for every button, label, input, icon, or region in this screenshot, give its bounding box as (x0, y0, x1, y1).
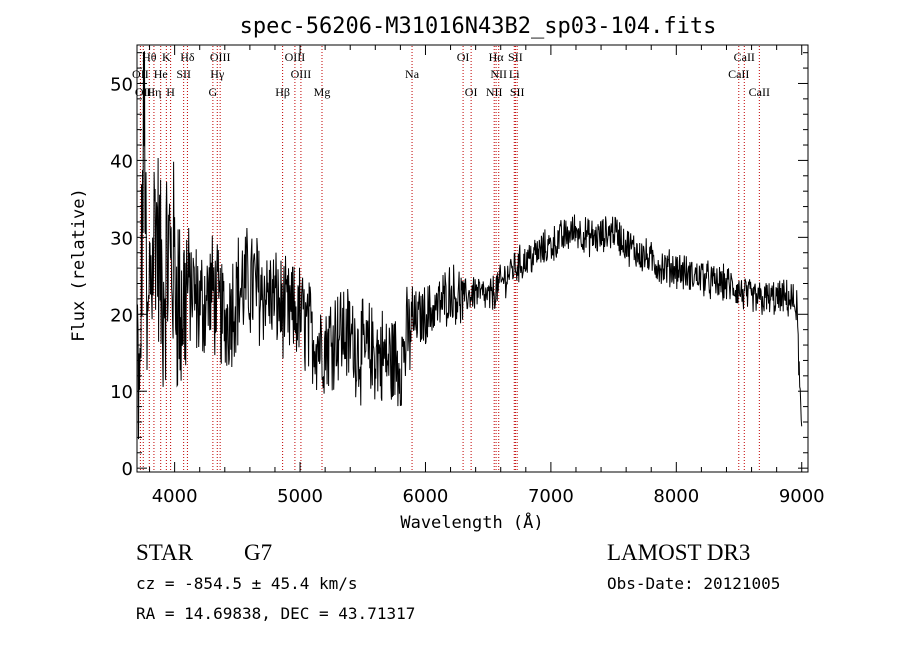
y-tick-label: 0 (122, 459, 133, 480)
y-axis-ticks: 0 10 20 30 40 50 (110, 52, 808, 480)
spectral-line-label: NII (486, 85, 503, 99)
spectral-line-label: Hα (489, 50, 505, 64)
spectral-line-label: Hθ (142, 50, 157, 64)
spectral-line-label: Li (509, 67, 520, 81)
y-tick-label: 20 (110, 305, 133, 326)
survey-name: LAMOST DR3 (607, 540, 751, 565)
spectral-line-label: CaII (734, 50, 755, 64)
spectral-line-label: Hδ (180, 50, 195, 64)
x-tick-label: 8000 (653, 486, 699, 507)
spectrum-line (136, 51, 803, 440)
coordinates: RA = 14.69838, DEC = 43.71317 (136, 604, 416, 623)
x-axis-ticks: 4000 5000 6000 7000 8000 9000 (149, 45, 825, 507)
spectral-line-label: OIII (291, 67, 312, 81)
spectral-line-label: OI (457, 50, 470, 64)
y-tick-label: 40 (110, 151, 133, 172)
spectral-line-label: OI (465, 85, 478, 99)
spectral-line-label: He (154, 67, 168, 81)
x-tick-label: 7000 (528, 486, 574, 507)
spectral-line-label: Hη (146, 85, 161, 99)
redshift-velocity: cz = -854.5 ± 45.4 km/s (136, 574, 358, 593)
spectral-line-label: SII (508, 50, 523, 64)
spectral-line-label: K (162, 50, 171, 64)
spectral-line-label: CaII (749, 85, 770, 99)
x-tick-label: 4000 (152, 486, 198, 507)
spectral-line-label: SII (176, 67, 191, 81)
spectral-line-label: SII (510, 85, 525, 99)
y-tick-label: 10 (110, 382, 133, 403)
spectral-subclass: G7 (244, 540, 273, 565)
spectral-line-label: G (209, 85, 218, 99)
x-axis-label: Wavelength (Å) (400, 511, 543, 533)
spectral-line-label: Hγ (210, 67, 225, 81)
spectral-line-label: Mg (314, 85, 331, 99)
y-tick-label: 50 (110, 74, 133, 95)
spectral-line-label: Hβ (275, 85, 290, 99)
observation-date: Obs-Date: 20121005 (607, 574, 781, 593)
x-tick-label: 9000 (779, 486, 825, 507)
spectral-line-label: CaII (728, 67, 749, 81)
spectral-line-label: OIII (210, 50, 231, 64)
spectral-line-label: H (166, 85, 175, 99)
spectrum-series (136, 51, 803, 440)
x-tick-label: 5000 (277, 486, 323, 507)
spectral-line-markers (139, 46, 760, 471)
spectral-line-label: OII (132, 67, 149, 81)
y-tick-label: 30 (110, 228, 133, 249)
spectral-line-label: Na (405, 67, 420, 81)
spectral-line-label: NII (490, 67, 507, 81)
y-axis-label: Flux (relative) (69, 188, 89, 342)
object-class: STAR (136, 540, 193, 565)
chart-title: spec-56206-M31016N43B2_sp03-104.fits (240, 14, 717, 39)
plot-frame (136, 44, 809, 473)
spectral-line-label: OIII (285, 50, 306, 64)
x-tick-label: 6000 (403, 486, 449, 507)
